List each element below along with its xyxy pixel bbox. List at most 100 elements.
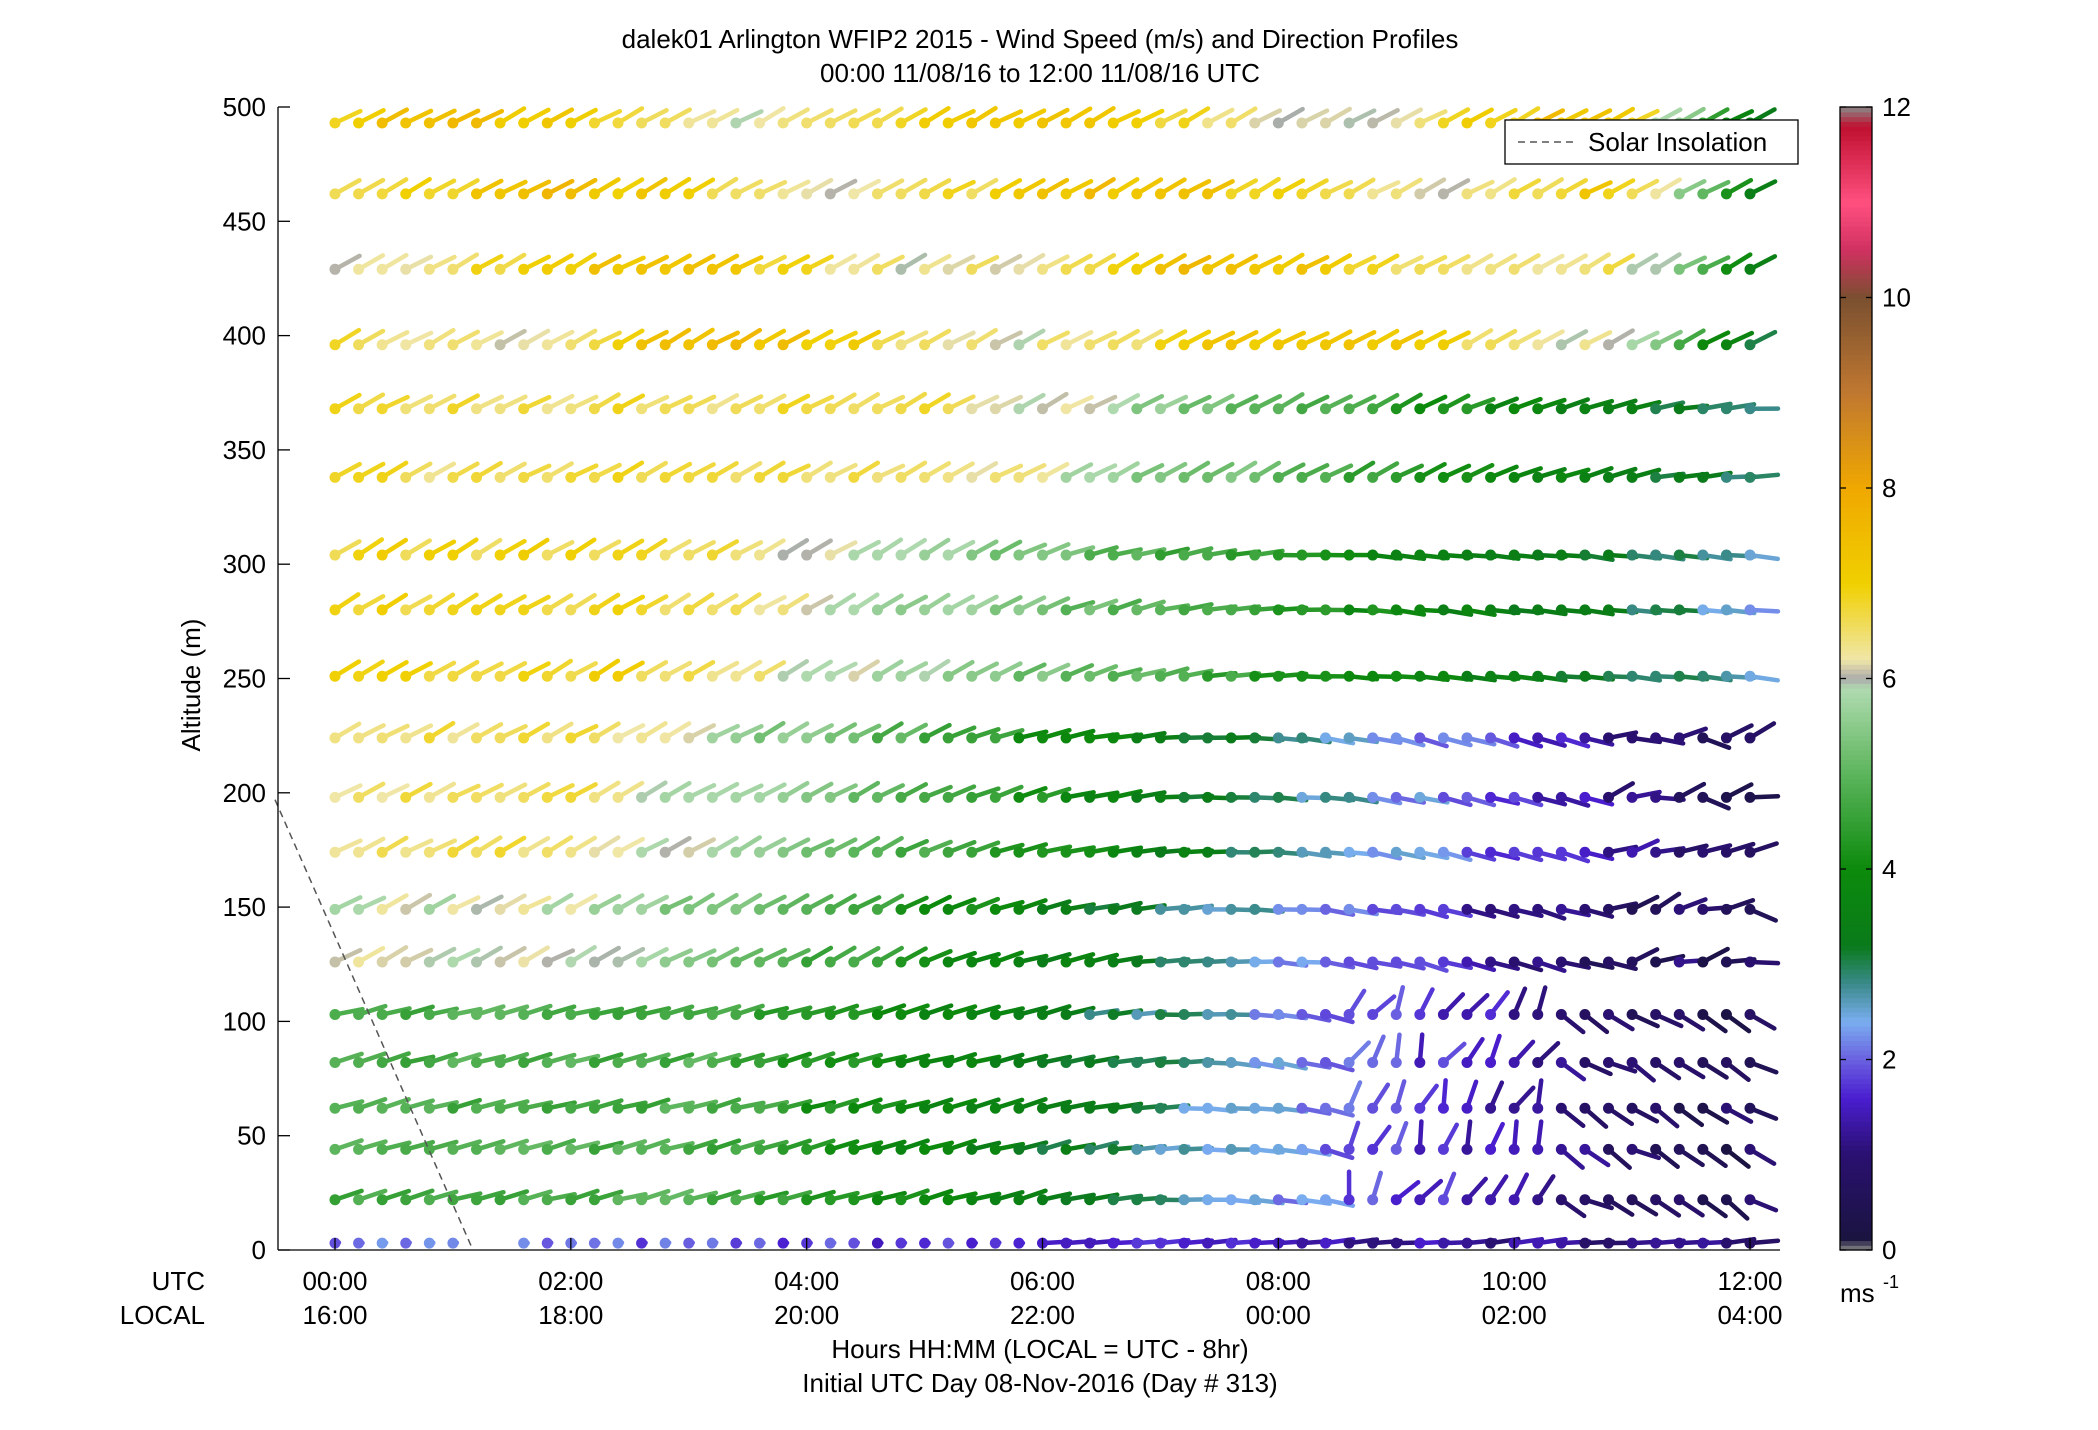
wind-barb-point: [1155, 792, 1166, 803]
wind-barb-point: [1155, 339, 1166, 350]
wind-barb-point: [1485, 1144, 1496, 1155]
wind-barb-point: [801, 403, 812, 414]
wind-barb-point: [1296, 792, 1307, 803]
wind-barb-point: [1579, 792, 1590, 803]
wind-barb-point: [1131, 472, 1142, 483]
x-tick-label-utc: 02:00: [538, 1266, 603, 1296]
wind-barb-point: [377, 550, 388, 561]
wind-barb-point: [1179, 188, 1190, 199]
wind-barb-point: [565, 188, 576, 199]
wind-barb-point: [589, 1194, 600, 1205]
wind-barb-point: [1108, 188, 1119, 199]
wind-barb-point: [966, 847, 977, 858]
wind-barb-point: [1226, 732, 1237, 743]
colorbar-segment: [1840, 979, 1872, 984]
wind-barb-point: [1013, 732, 1024, 743]
wind-barb-point: [754, 1194, 765, 1205]
colorbar-segment: [1840, 302, 1872, 307]
wind-barb-point: [1202, 732, 1213, 743]
wind-barb-point: [1273, 847, 1284, 858]
colorbar-segment: [1840, 350, 1872, 355]
wind-barb-point: [825, 1009, 836, 1020]
wind-barb-point: [754, 1103, 765, 1114]
wind-barb-point: [707, 118, 718, 129]
wind-barb-point: [1061, 904, 1072, 915]
wind-barb-point: [730, 403, 741, 414]
colorbar-segment: [1840, 345, 1872, 350]
colorbar-segment: [1840, 1193, 1872, 1198]
colorbar-segment: [1840, 307, 1872, 312]
y-axis-label: Altitude (m): [176, 619, 206, 752]
colorbar-segment: [1840, 974, 1872, 979]
wind-barb-point: [1131, 847, 1142, 858]
wind-barb-point: [848, 1057, 859, 1068]
wind-barb-point: [424, 403, 435, 414]
wind-barb-point: [1013, 792, 1024, 803]
wind-barb-point: [1603, 403, 1614, 414]
x-tick-label-local: 00:00: [1246, 1300, 1311, 1330]
wind-barb-point: [1603, 671, 1614, 682]
wind-barb-point: [1485, 550, 1496, 561]
colorbar-segment: [1840, 983, 1872, 988]
wind-barb-point: [1391, 1144, 1402, 1155]
wind-barb-point: [636, 792, 647, 803]
wind-barb-point: [990, 1103, 1001, 1114]
wind-barb-point: [1344, 956, 1355, 967]
wind-barb-point: [1202, 847, 1213, 858]
colorbar-segment: [1840, 536, 1872, 541]
colorbar-segment: [1840, 221, 1872, 226]
colorbar-segment: [1840, 717, 1872, 722]
wind-barb-point: [1108, 792, 1119, 803]
wind-barb-point: [589, 550, 600, 561]
wind-barb-point: [1202, 339, 1213, 350]
wind-barb-point: [825, 1238, 836, 1249]
wind-barb-point: [1179, 847, 1190, 858]
wind-barb-point: [1674, 1194, 1685, 1205]
wind-barb-point: [1344, 339, 1355, 350]
wind-barb-point: [613, 671, 624, 682]
wind-barb-point: [919, 188, 930, 199]
wind-barb-point: [943, 550, 954, 561]
colorbar-segment: [1840, 679, 1872, 684]
wind-barb-point: [1509, 1009, 1520, 1020]
wind-barb-point: [660, 1144, 671, 1155]
x-tick-label-local: 20:00: [774, 1300, 839, 1330]
wind-barb-point: [730, 1103, 741, 1114]
wind-barb-point: [636, 1009, 647, 1020]
wind-barb-point: [1084, 188, 1095, 199]
wind-barb-point: [1391, 264, 1402, 275]
y-tick-label: 250: [223, 664, 266, 694]
colorbar-segment: [1840, 826, 1872, 831]
wind-barb-point: [377, 264, 388, 275]
wind-barb-point: [1320, 403, 1331, 414]
wind-barb-point: [471, 1144, 482, 1155]
legend-entry-solar-insolation: Solar Insolation: [1588, 127, 1767, 157]
wind-barb-point: [495, 339, 506, 350]
wind-barb-point: [495, 847, 506, 858]
wind-barb-point: [471, 904, 482, 915]
colorbar-segment: [1840, 312, 1872, 317]
wind-barb-point: [613, 604, 624, 615]
wind-barb-point: [424, 1238, 435, 1249]
wind-barb-point: [754, 1009, 765, 1020]
wind-barb-point: [565, 732, 576, 743]
wind-barb-point: [1745, 792, 1756, 803]
wind-barb-point: [1603, 188, 1614, 199]
colorbar-segment: [1840, 736, 1872, 741]
colorbar-segment: [1840, 617, 1872, 622]
colorbar-segment: [1840, 640, 1872, 645]
wind-barb-point: [447, 604, 458, 615]
wind-barb-point: [518, 847, 529, 858]
wind-barb-point: [1273, 671, 1284, 682]
wind-barb-point: [1462, 904, 1473, 915]
colorbar-segment: [1840, 1231, 1872, 1236]
wind-barb-point: [1391, 904, 1402, 915]
colorbar-segment: [1840, 988, 1872, 993]
y-tick-label: 400: [223, 321, 266, 351]
wind-barb-point: [1226, 1238, 1237, 1249]
wind-barb-point: [1485, 904, 1496, 915]
colorbar-segment: [1840, 788, 1872, 793]
colorbar-segment: [1840, 340, 1872, 345]
wind-barb-point: [872, 118, 883, 129]
wind-barb-point: [1344, 847, 1355, 858]
